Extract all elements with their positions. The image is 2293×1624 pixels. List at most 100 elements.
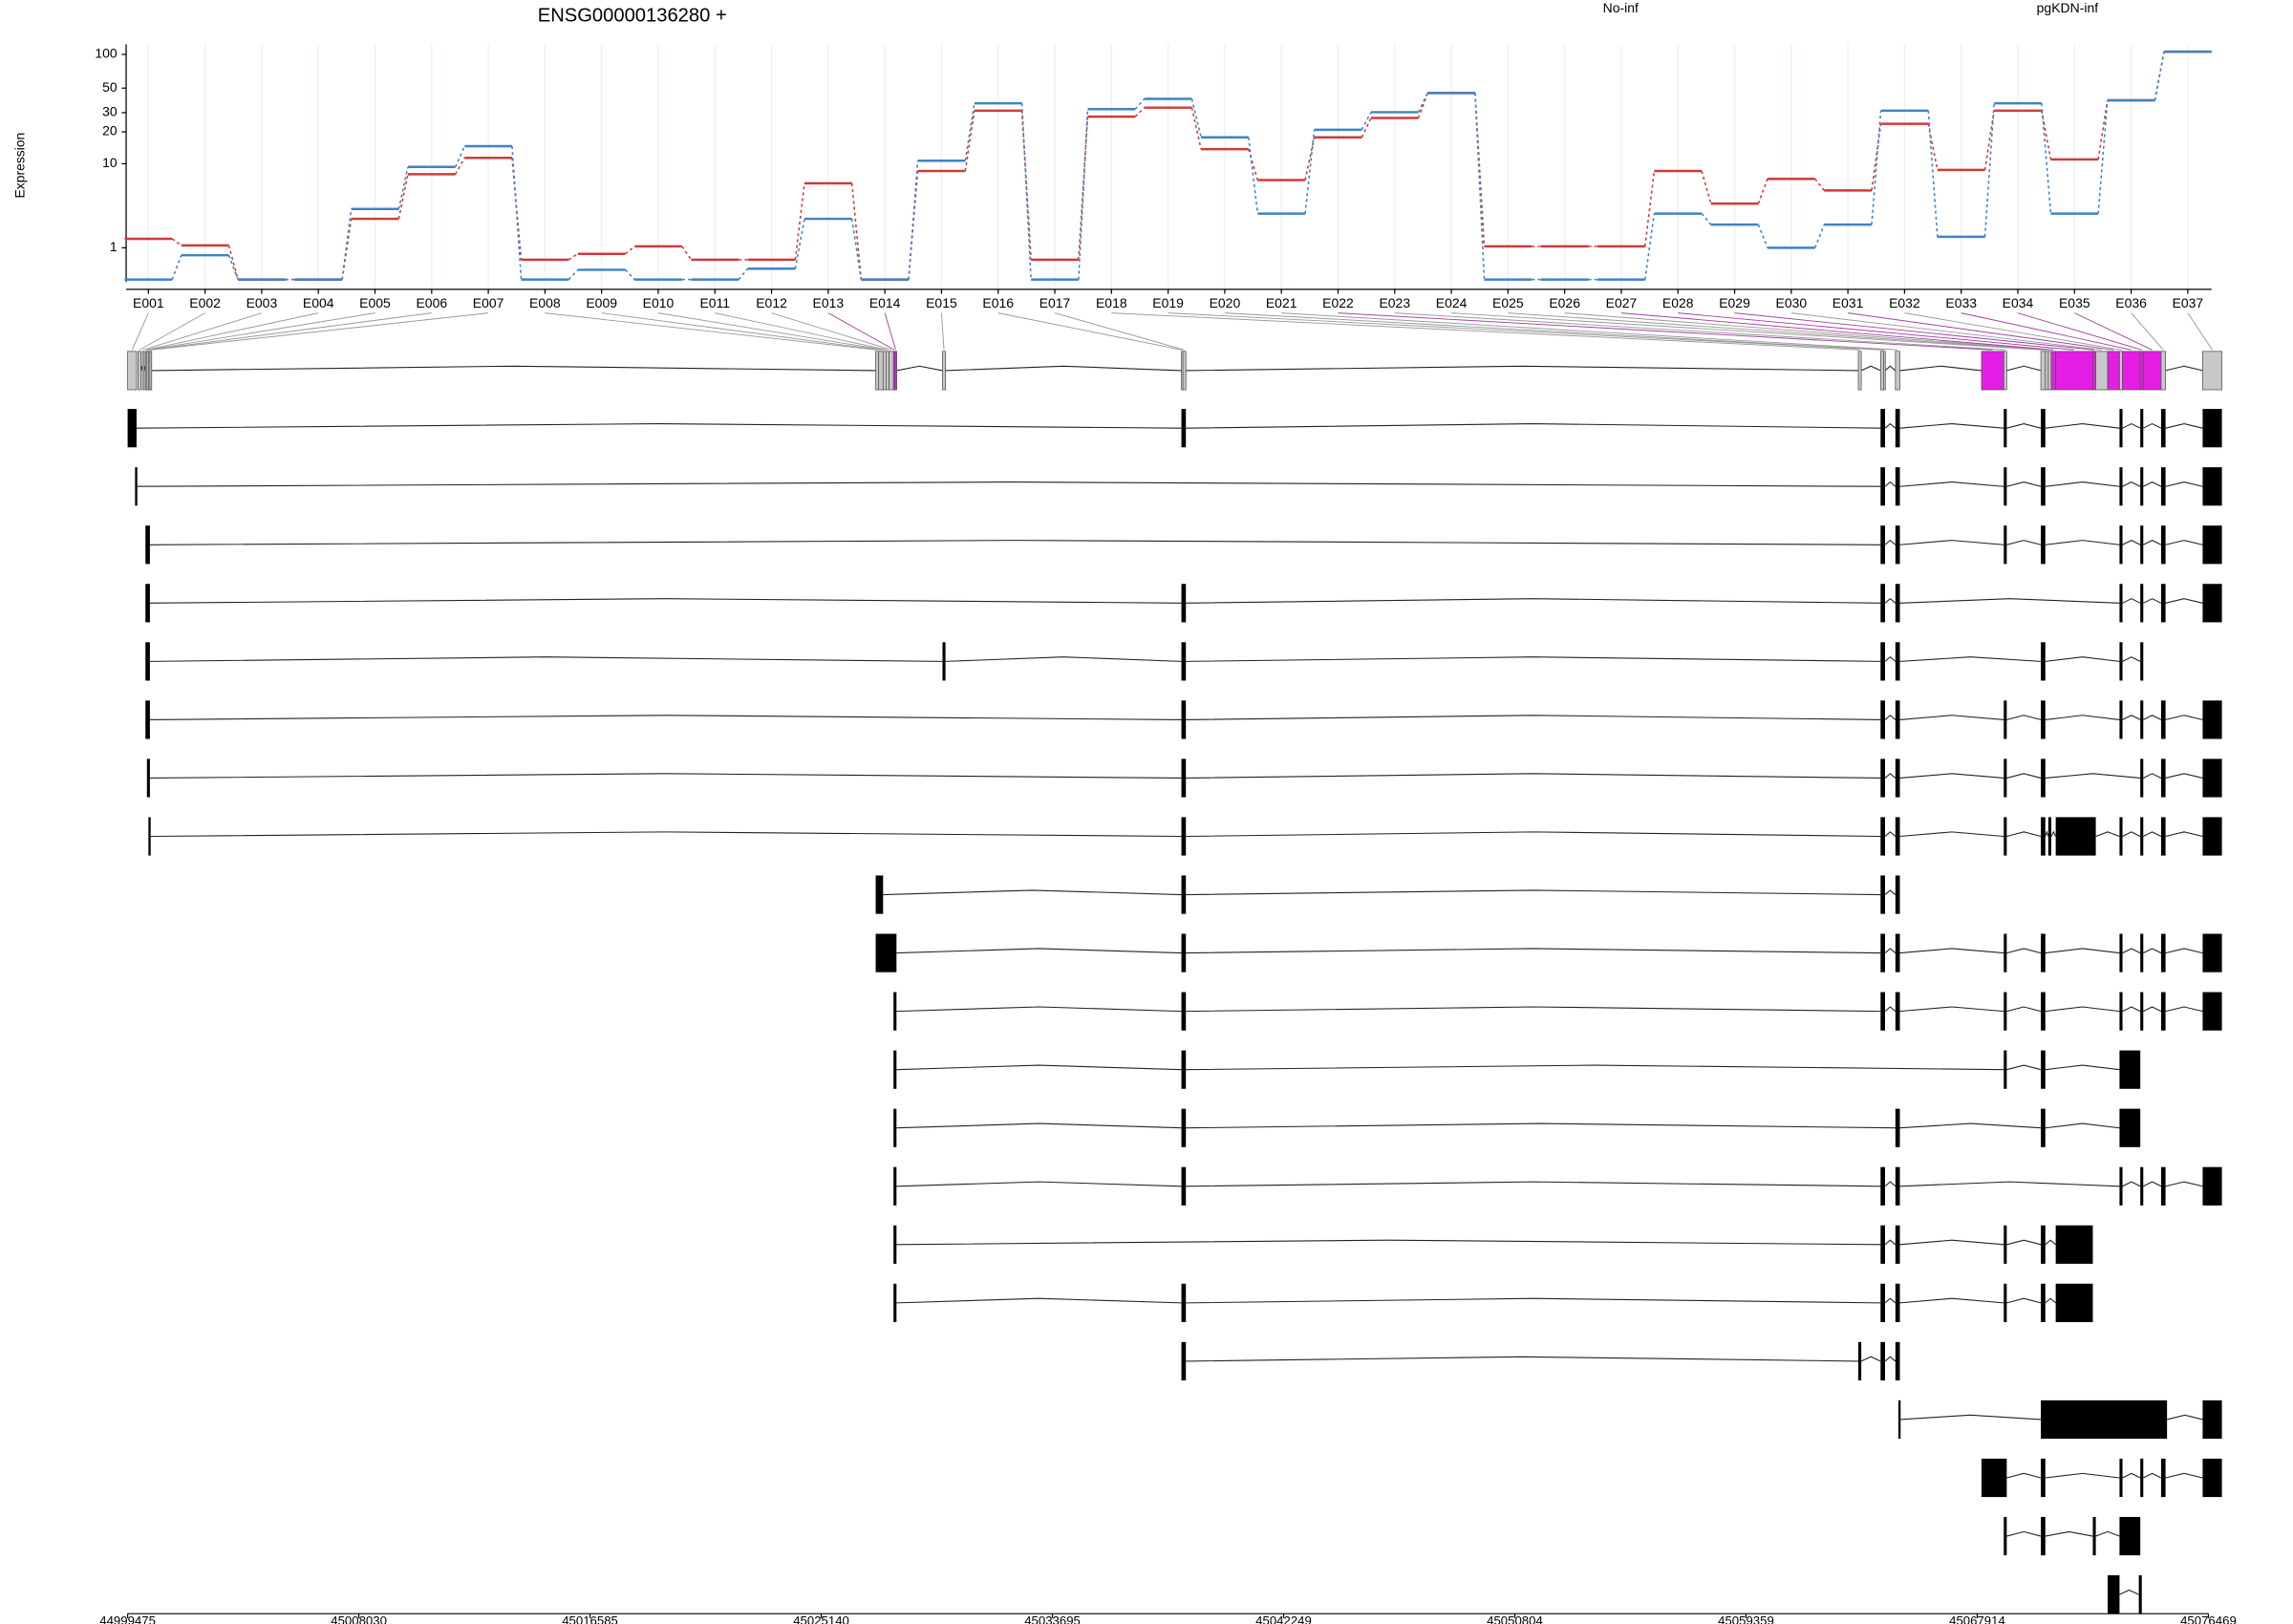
exon-bin (2055, 351, 2093, 391)
x-tick-label: E010 (643, 295, 675, 310)
step-connector (454, 145, 465, 168)
exon (1895, 759, 1900, 798)
exon (1858, 1341, 1862, 1380)
x-tick-label: E015 (926, 295, 957, 310)
exon (2055, 817, 2096, 856)
step-connector (964, 110, 975, 172)
intron (2006, 1064, 2042, 1071)
intron (896, 1122, 1182, 1129)
x-tick-label: E026 (1549, 295, 1580, 310)
intron (1884, 656, 1897, 662)
exon-bin (2119, 351, 2123, 391)
step-connector (2097, 99, 2109, 214)
intron (2165, 365, 2203, 372)
intron (2122, 715, 2141, 720)
intron (149, 773, 1182, 779)
intron (1899, 1297, 2004, 1304)
intron (2143, 422, 2162, 429)
intron (2122, 1006, 2141, 1013)
x-tick-label: E012 (756, 295, 787, 310)
x-tick-label: E022 (1322, 295, 1354, 310)
bin-connector (150, 312, 489, 351)
exon (2140, 642, 2144, 681)
exon (2055, 1283, 2093, 1322)
intron (2006, 1006, 2042, 1013)
bin-connector (142, 312, 263, 351)
intron (1186, 598, 1881, 604)
x-tick-label: E017 (1039, 295, 1071, 310)
intron (1899, 715, 2004, 720)
exon (2160, 525, 2166, 565)
x-tick-label: E016 (982, 295, 1014, 310)
exon (2041, 933, 2046, 972)
exon-bin (886, 351, 889, 391)
exon (2041, 759, 2046, 798)
exon (2202, 933, 2222, 972)
intron (1186, 423, 1881, 429)
step-connector (1078, 109, 1089, 280)
step-connector (850, 182, 863, 280)
exon (2160, 817, 2166, 856)
exon (1880, 1283, 1885, 1322)
intron (1186, 831, 1881, 838)
exon (2108, 1575, 2120, 1614)
exon (1880, 875, 1885, 914)
x-tick-label: 45050804 (1487, 1613, 1543, 1624)
x-tick-label: E023 (1379, 295, 1410, 310)
intron (2122, 481, 2141, 487)
exon-bin (882, 351, 887, 391)
step-connector (1813, 224, 1826, 248)
intron (1899, 1181, 2120, 1187)
x-tick-label: E019 (1152, 295, 1184, 310)
step-connector (625, 246, 635, 255)
bin-connector (145, 312, 319, 351)
intron (2143, 1181, 2162, 1187)
step-connector (1927, 123, 1939, 171)
exon-bin (2122, 351, 2141, 391)
intron (1899, 656, 2042, 662)
exon (1981, 1458, 2007, 1498)
x-tick-label: E034 (2003, 295, 2034, 310)
step-connector (2097, 99, 2109, 160)
exon (2004, 525, 2007, 565)
exon (2047, 817, 2051, 856)
intron (2045, 540, 2120, 545)
intron (1186, 656, 1881, 662)
x-tick-label: E014 (869, 295, 901, 310)
exon-bin (1879, 351, 1884, 391)
x-tick-label: E024 (1436, 295, 1468, 310)
intron (2122, 1181, 2141, 1187)
exon-bin (127, 351, 138, 391)
exon-bin (1857, 351, 1862, 391)
exon (2004, 467, 2007, 506)
x-tick-label: E005 (359, 295, 391, 310)
intron (1884, 715, 1897, 720)
exon (2004, 1516, 2007, 1556)
step-connector (1190, 98, 1202, 138)
intron (1899, 773, 2004, 779)
intron (1884, 481, 1897, 487)
intron (2165, 598, 2203, 604)
x-tick-label: 45042249 (1255, 1613, 1312, 1624)
intron (1899, 598, 2120, 604)
exon-bin (875, 351, 880, 391)
intron (1860, 365, 1881, 372)
intron (2122, 540, 2141, 545)
exon (2119, 933, 2123, 972)
exon (2160, 467, 2166, 506)
x-tick-label: E009 (586, 295, 617, 310)
bin-connector (715, 312, 889, 351)
x-tick-label: E002 (189, 295, 221, 310)
bin-connector (827, 312, 895, 351)
intron (1884, 1006, 1897, 1013)
intron (2006, 1530, 2042, 1537)
bin-connector (1054, 312, 1185, 351)
exon (2202, 700, 2222, 739)
step-connector (511, 145, 523, 280)
exon-bin (2050, 351, 2057, 391)
step-connector (1814, 178, 1825, 191)
legend-label: No-inf (1603, 0, 1639, 15)
intron (1899, 948, 2004, 954)
intron (1899, 481, 2004, 487)
bin-connector (997, 312, 1183, 351)
